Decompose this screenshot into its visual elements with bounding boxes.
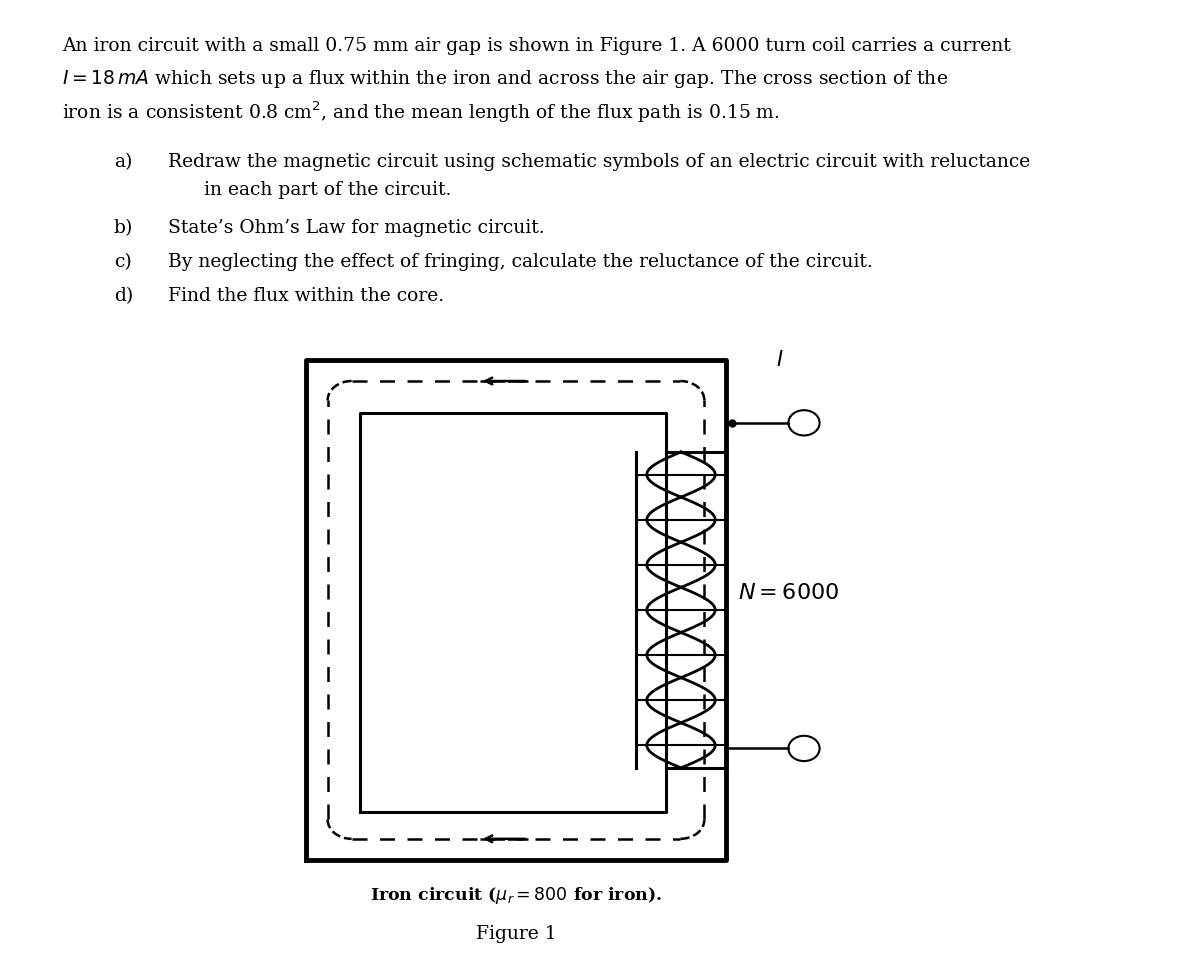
Text: b): b) [114,219,133,237]
Text: By neglecting the effect of fringing, calculate the reluctance of the circuit.: By neglecting the effect of fringing, ca… [168,253,872,271]
Text: Figure 1: Figure 1 [475,925,557,944]
Text: in each part of the circuit.: in each part of the circuit. [168,181,451,199]
Text: $I$: $I$ [776,350,784,370]
Text: Redraw the magnetic circuit using schematic symbols of an electric circuit with : Redraw the magnetic circuit using schema… [168,153,1031,171]
Text: Find the flux within the core.: Find the flux within the core. [168,287,444,305]
Text: State’s Ohm’s Law for magnetic circuit.: State’s Ohm’s Law for magnetic circuit. [168,219,545,237]
Text: An iron circuit with a small 0.75 mm air gap is shown in Figure 1. A 6000 turn c: An iron circuit with a small 0.75 mm air… [62,37,1012,55]
Text: $I = 18\,mA$ which sets up a flux within the iron and across the air gap. The cr: $I = 18\,mA$ which sets up a flux within… [62,68,948,90]
Text: a): a) [114,153,132,171]
Text: d): d) [114,287,133,305]
Text: c): c) [114,253,132,271]
Text: $N = 6000$: $N = 6000$ [738,582,839,604]
Text: Iron circuit ($\mu_r = 800$ for iron).: Iron circuit ($\mu_r = 800$ for iron). [370,885,662,906]
Text: iron is a consistent 0.8 cm$^2$, and the mean length of the flux path is 0.15 m.: iron is a consistent 0.8 cm$^2$, and the… [62,99,780,124]
